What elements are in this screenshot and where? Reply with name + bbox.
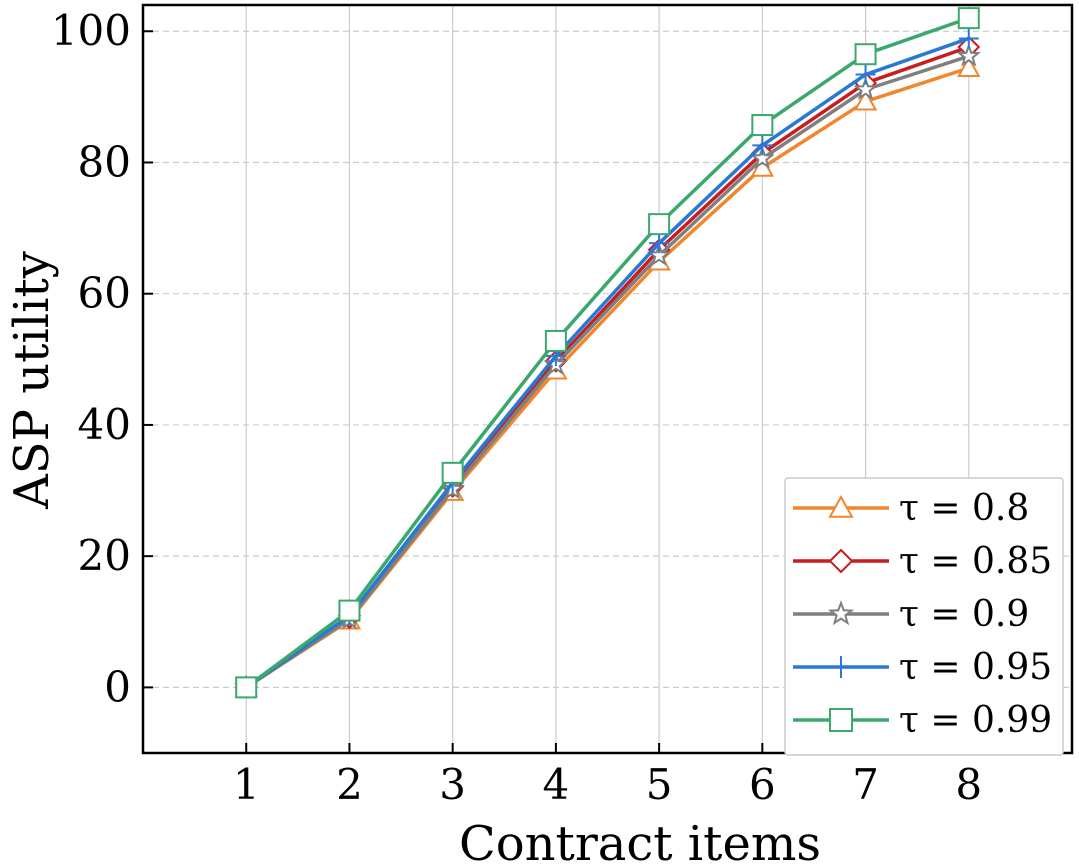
- x-tick-label: 4: [543, 760, 570, 809]
- x-tick-label: 7: [852, 760, 879, 809]
- plot-frame: [141, 3, 1074, 755]
- legend-item: τ = 0.85: [793, 541, 1052, 582]
- legend-item: τ = 0.9: [793, 594, 1029, 635]
- y-tick-label: 0: [104, 662, 131, 711]
- data-point-marker: [751, 114, 774, 137]
- y-tick-label: 60: [78, 269, 131, 318]
- x-axis-title: Contract items: [459, 816, 821, 866]
- data-point-marker: [957, 7, 980, 30]
- legend-item: τ = 0.99: [793, 700, 1052, 741]
- series-line: [245, 54, 970, 689]
- legend-label: τ = 0.85: [899, 541, 1052, 582]
- y-axis-title: ASP utility: [4, 251, 60, 510]
- y-tick-label: 40: [78, 400, 131, 449]
- data-point-marker: [827, 600, 855, 626]
- series-lines: [233, 7, 982, 699]
- y-tick-label: 80: [78, 137, 131, 186]
- data-point-marker: [338, 599, 361, 622]
- legend-label: τ = 0.8: [899, 488, 1029, 529]
- legend-label: τ = 0.99: [899, 700, 1052, 741]
- data-point-marker: [828, 548, 854, 574]
- x-tick-label: 6: [749, 760, 776, 809]
- series-square: [235, 7, 980, 699]
- legend-label: τ = 0.9: [899, 594, 1029, 635]
- data-point-marker: [855, 64, 876, 85]
- data-point-marker: [544, 329, 567, 352]
- data-point-marker: [853, 76, 878, 101]
- series-line: [245, 36, 970, 689]
- data-point-marker: [752, 135, 773, 156]
- x-tick-label: 2: [336, 760, 363, 809]
- legend-label: τ = 0.95: [899, 647, 1052, 688]
- data-point-marker: [830, 656, 852, 678]
- legend-item: τ = 0.95: [793, 647, 1052, 688]
- data-point-marker: [649, 233, 670, 254]
- data-point-marker: [956, 43, 982, 67]
- data-point-marker: [648, 213, 671, 236]
- x-tick-label: 5: [646, 760, 673, 809]
- data-point-marker: [235, 676, 258, 699]
- series-line: [245, 16, 970, 689]
- data-point-marker: [957, 55, 981, 77]
- x-tick-label: 3: [439, 760, 466, 809]
- data-point-marker: [828, 494, 854, 518]
- legend-box: [784, 477, 1064, 756]
- y-tick-label: 100: [51, 6, 131, 55]
- legend: τ = 0.8 τ = 0.85 τ = 0.9 τ = 0.95 τ = 0.99: [784, 477, 1064, 756]
- data-point-marker: [854, 43, 877, 66]
- legend-item: τ = 0.8: [793, 488, 1029, 529]
- data-point-marker: [441, 461, 464, 484]
- data-point-marker: [750, 145, 775, 169]
- data-point-marker: [829, 708, 853, 732]
- data-point-marker: [958, 28, 979, 49]
- y-tick-label: 20: [78, 531, 131, 580]
- x-tick-label: 1: [233, 760, 260, 809]
- x-tick-label: 8: [955, 760, 982, 809]
- data-point-marker: [853, 89, 878, 111]
